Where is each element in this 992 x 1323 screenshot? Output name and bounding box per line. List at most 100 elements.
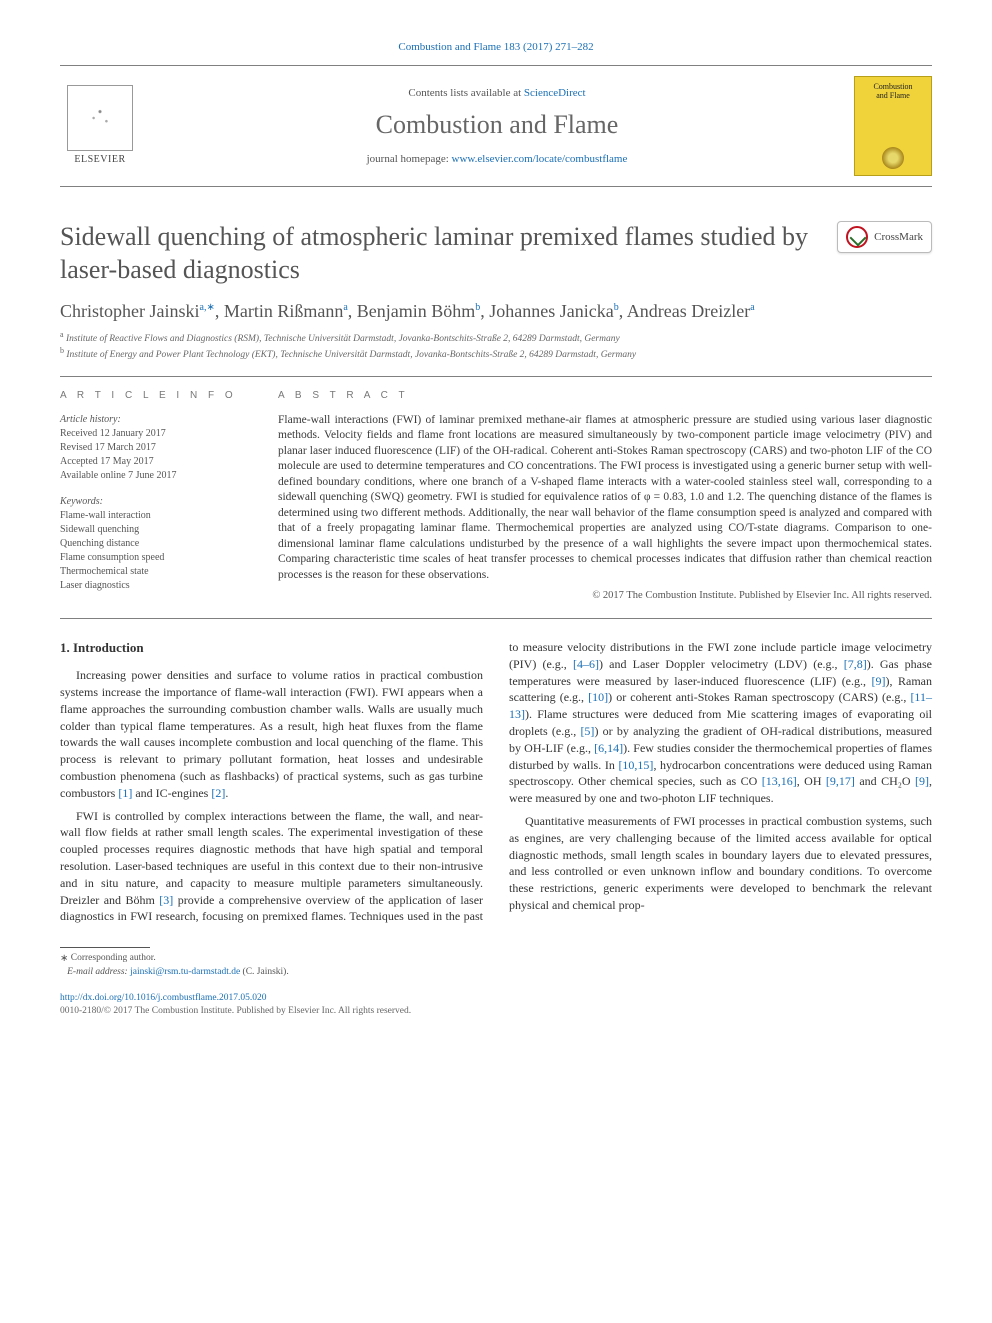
section-heading-1: 1. Introduction — [60, 639, 483, 657]
article-info-col: a r t i c l e i n f o Article history: R… — [60, 389, 250, 604]
header-citation: Combustion and Flame 183 (2017) 271–282 — [60, 40, 932, 55]
homepage-link[interactable]: www.elsevier.com/locate/combustflame — [452, 153, 628, 165]
crossmark-label: CrossMark — [874, 230, 923, 245]
author-1-corr-sup: ∗ — [206, 302, 214, 313]
ref-link-13-16[interactable]: [13,16] — [762, 774, 797, 788]
ref-link-1[interactable]: [1] — [118, 786, 132, 800]
keyword-item: Sidewall quenching — [60, 523, 250, 537]
affiliation-b-sup: b — [60, 346, 64, 355]
ref-link-2[interactable]: [2] — [211, 786, 225, 800]
masthead: ELSEVIER Contents lists available at Sci… — [60, 65, 932, 187]
footnotes-block: ∗ Corresponding author. E-mail address: … — [60, 952, 480, 979]
p1-mid: and IC-engines — [132, 786, 211, 800]
separator-rule-top — [60, 376, 932, 377]
footnote-separator — [60, 947, 150, 948]
homepage-prefix: journal homepage: — [367, 153, 452, 165]
author-3: Benjamin Böhm — [357, 301, 476, 321]
ref-link-6-14[interactable]: [6,14] — [594, 741, 623, 755]
doi-footer: http://dx.doi.org/10.1016/j.combustflame… — [60, 992, 932, 1019]
ref-link-5[interactable]: [5] — [580, 724, 594, 738]
author-4-affil-sup: b — [614, 302, 619, 313]
meta-two-col: a r t i c l e i n f o Article history: R… — [60, 389, 932, 604]
cover-text-line2: and Flame — [876, 92, 910, 101]
email-note: E-mail address: jainski@rsm.tu-darmstadt… — [60, 966, 480, 979]
keyword-item: Flame consumption speed — [60, 551, 250, 565]
header-citation-link[interactable]: Combustion and Flame 183 (2017) 271–282 — [398, 41, 593, 53]
title-row: Sidewall quenching of atmospheric lamina… — [60, 221, 932, 286]
abstract-label: a b s t r a c t — [278, 389, 932, 403]
keywords-block: Keywords: Flame-wall interaction Sidewal… — [60, 495, 250, 593]
affiliation-a-sup: a — [60, 330, 64, 339]
affiliation-a-text: Institute of Reactive Flows and Diagnost… — [66, 334, 620, 344]
history-received: Received 12 January 2017 — [60, 427, 250, 441]
separator-rule-mid — [60, 618, 932, 619]
contents-line: Contents lists available at ScienceDirec… — [158, 86, 836, 101]
ref-link-4-6[interactable]: [4–6] — [573, 657, 599, 671]
keyword-item: Flame-wall interaction — [60, 509, 250, 523]
homepage-line: journal homepage: www.elsevier.com/locat… — [158, 152, 836, 167]
corr-text: Corresponding author. — [71, 953, 156, 963]
author-2: Martin Rißmann — [224, 301, 344, 321]
issn-line: 0010-2180/© 2017 The Combustion Institut… — [60, 1005, 932, 1018]
affiliation-a: a Institute of Reactive Flows and Diagno… — [60, 330, 932, 346]
crossmark-button[interactable]: CrossMark — [837, 221, 932, 253]
contents-prefix: Contents lists available at — [408, 87, 523, 99]
author-2-affil-sup: a — [343, 302, 347, 313]
author-3-affil-sup: b — [475, 302, 480, 313]
abstract-text: Flame-wall interactions (FWI) of laminar… — [278, 413, 932, 584]
author-1: Christopher Jainski — [60, 301, 200, 321]
author-5-affil-sup: a — [750, 302, 754, 313]
email-suffix: (C. Jainski). — [240, 967, 289, 977]
history-revised: Revised 17 March 2017 — [60, 441, 250, 455]
author-5: Andreas Dreizler — [627, 301, 750, 321]
body-paragraph: Quantitative measurements of FWI process… — [509, 813, 932, 914]
history-accepted: Accepted 17 May 2017 — [60, 455, 250, 469]
ref-link-7-8[interactable]: [7,8] — [844, 657, 867, 671]
ref-link-9a[interactable]: [9] — [872, 674, 886, 688]
p2-l: and CH₂O — [855, 774, 915, 788]
affiliation-b: b Institute of Energy and Power Plant Te… — [60, 346, 932, 362]
keyword-item: Thermochemical state — [60, 565, 250, 579]
journal-title: Combustion and Flame — [158, 107, 836, 143]
author-4: Johannes Janicka — [489, 301, 613, 321]
abstract-copyright: © 2017 The Combustion Institute. Publish… — [278, 589, 932, 604]
corr-asterisk-icon: ∗ — [60, 953, 68, 964]
sciencedirect-link[interactable]: ScienceDirect — [524, 87, 586, 99]
ref-link-10[interactable]: [10] — [588, 690, 608, 704]
article-title: Sidewall quenching of atmospheric lamina… — [60, 221, 821, 286]
p2-c: ) and Laser Doppler velocimetry (LDV) (e… — [599, 657, 844, 671]
journal-cover-icon: Combustion and Flame — [854, 76, 932, 176]
article-info-label: a r t i c l e i n f o — [60, 389, 250, 403]
ref-link-9b[interactable]: [9] — [915, 774, 929, 788]
p1-end: . — [225, 786, 228, 800]
affiliation-b-text: Institute of Energy and Power Plant Tech… — [66, 350, 636, 360]
body-columns: 1. Introduction Increasing power densiti… — [60, 639, 932, 925]
corresponding-author-note: ∗ Corresponding author. — [60, 952, 480, 966]
body-paragraph: Increasing power densities and surface t… — [60, 667, 483, 801]
crossmark-icon — [846, 226, 868, 248]
keyword-item: Laser diagnostics — [60, 579, 250, 593]
history-online: Available online 7 June 2017 — [60, 469, 250, 483]
authors-block: Christopher Jainskia,∗, Martin Rißmanna,… — [60, 300, 932, 323]
elsevier-tree-icon — [67, 85, 133, 151]
masthead-center: Contents lists available at ScienceDirec… — [158, 86, 836, 167]
article-history-block: Article history: Received 12 January 201… — [60, 413, 250, 483]
doi-link[interactable]: http://dx.doi.org/10.1016/j.combustflame… — [60, 993, 266, 1003]
article-history-lead: Article history: — [60, 413, 250, 427]
ref-link-9-17[interactable]: [9,17] — [826, 774, 855, 788]
email-prefix: E-mail address: — [67, 967, 130, 977]
p1-text: Increasing power densities and surface t… — [60, 668, 483, 800]
elsevier-label: ELSEVIER — [74, 153, 125, 167]
abstract-col: a b s t r a c t Flame-wall interactions … — [278, 389, 932, 604]
keyword-item: Quenching distance — [60, 537, 250, 551]
ref-link-10-15[interactable]: [10,15] — [618, 758, 653, 772]
keywords-lead: Keywords: — [60, 495, 250, 509]
ref-link-3[interactable]: [3] — [159, 893, 173, 907]
publisher-logo-block: ELSEVIER — [60, 85, 140, 167]
p2-f: ) or coherent anti-Stokes Raman spectros… — [608, 690, 910, 704]
p2-k: , OH — [797, 774, 826, 788]
journal-cover-block: Combustion and Flame — [854, 76, 932, 176]
email-link[interactable]: jainski@rsm.tu-darmstadt.de — [130, 967, 240, 977]
cover-circle-icon — [882, 147, 904, 169]
affiliations-block: a Institute of Reactive Flows and Diagno… — [60, 330, 932, 362]
